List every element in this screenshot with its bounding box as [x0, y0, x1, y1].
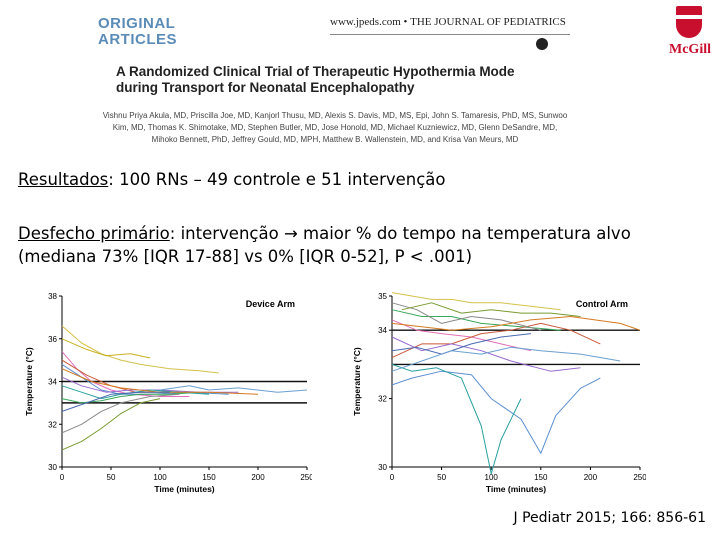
- series-line-c8: [391, 363, 522, 475]
- outcome-label: Desfecho primário: [18, 224, 170, 243]
- series-line-p11: [61, 368, 259, 395]
- x-tick-label: 150: [534, 473, 548, 482]
- arrow-right-icon: →: [283, 224, 298, 243]
- results-label: Resultados: [18, 170, 109, 189]
- primary-outcome: Desfecho primário: intervenção → maior %…: [18, 222, 708, 268]
- paper-title: A Randomized Clinical Trial of Therapeut…: [116, 64, 515, 95]
- series-line-c7: [391, 336, 581, 372]
- citation: J Pediatr 2015; 166: 856-61: [513, 510, 706, 526]
- device-arm-chart: 0 50 100 150 200 250 30 32 34 36 38 Device Arm Time …: [22, 284, 312, 500]
- y-tick-label: 32: [48, 420, 57, 429]
- x-tick-label: 100: [153, 473, 167, 482]
- y-tick-label: 36: [48, 335, 57, 344]
- x-tick-label: 200: [251, 473, 265, 482]
- series-line-c6: [391, 302, 541, 331]
- y-tick-label: 34: [378, 326, 387, 335]
- x-axis-label: Time (minutes): [154, 484, 214, 494]
- x-tick-label: 50: [437, 473, 446, 482]
- journal-header: ORIGINAL ARTICLES www.jpeds.com • THE JO…: [96, 12, 576, 162]
- outcome-text-a: : intervenção: [169, 224, 284, 243]
- x-tick-label: 50: [107, 473, 116, 482]
- y-tick-label: 30: [378, 463, 387, 472]
- masthead-divider: [330, 34, 570, 35]
- y-tick-label: 35: [378, 292, 387, 301]
- x-tick-label: 0: [60, 473, 65, 482]
- series-line-c4: [391, 309, 561, 331]
- y-tick-label: 38: [48, 292, 57, 301]
- y-tick-label: 32: [378, 395, 387, 404]
- journal-name: THE JOURNAL OF PEDIATRICS: [410, 16, 566, 28]
- device-arm-plot: 0 50 100 150 200 250 30 32 34 36 38 Device Arm Time …: [24, 292, 312, 494]
- section-label: ORIGINAL ARTICLES: [98, 16, 177, 48]
- x-tick-label: 250: [633, 473, 646, 482]
- series-line-c12: [391, 346, 621, 372]
- journal-website: www.jpeds.com: [330, 16, 401, 28]
- series-line-c1: [391, 292, 561, 311]
- section-label-line2: ARTICLES: [98, 31, 177, 48]
- mcgill-shield-icon: [676, 6, 702, 38]
- journal-emblem-icon: [536, 38, 548, 50]
- x-tick-label: 150: [202, 473, 216, 482]
- series-line-c9: [391, 316, 641, 331]
- series-line-p8: [61, 338, 151, 359]
- series-line-p1: [61, 325, 219, 374]
- chart-title: Device Arm: [246, 299, 295, 309]
- mcgill-logo: McGill: [664, 6, 716, 66]
- y-axis-label: Temperature (°C): [24, 347, 34, 416]
- section-label-line1: ORIGINAL: [98, 15, 176, 32]
- journal-masthead: www.jpeds.com • THE JOURNAL OF PEDIATRIC…: [330, 16, 566, 28]
- series-line-p12: [61, 391, 170, 412]
- y-tick-label: 30: [48, 463, 57, 472]
- x-tick-label: 100: [485, 473, 499, 482]
- control-arm-chart: 0 50 100 150 200 250 30 32 34 35 Control Arm Time (…: [350, 284, 646, 500]
- series-line-c2: [391, 319, 532, 352]
- author-list: Vishnu Priya Akula, MD, Priscilla Joe, M…: [102, 111, 568, 144]
- series-line-p6: [61, 393, 180, 434]
- chart-title: Control Arm: [576, 299, 628, 309]
- series-line-c11: [401, 302, 581, 317]
- results-summary: Resultados: 100 RNs – 49 controle e 51 i…: [18, 168, 446, 191]
- x-tick-label: 250: [300, 473, 312, 482]
- masthead-separator: •: [403, 16, 408, 28]
- outcome-text-b: maior % do tempo na temperatura alvo (me…: [18, 224, 631, 266]
- series-line-c5: [391, 322, 601, 359]
- results-text: : 100 RNs – 49 controle e 51 intervenção: [108, 170, 446, 189]
- series-line-p13: [159, 385, 308, 393]
- y-axis-label: Temperature (°C): [352, 347, 362, 416]
- x-tick-label: 0: [390, 473, 395, 482]
- y-tick-label: 34: [48, 378, 57, 387]
- mcgill-wordmark: McGill: [669, 42, 711, 57]
- series-line-c10: [391, 333, 531, 355]
- series-line-c3: [391, 370, 601, 454]
- control-arm-plot: 0 50 100 150 200 250 30 32 34 35 Control Arm Time (…: [352, 292, 646, 494]
- series-line-p4: [61, 391, 200, 404]
- series-line-p10: [61, 398, 161, 451]
- x-tick-label: 200: [584, 473, 598, 482]
- x-axis-label: Time (minutes): [486, 484, 546, 494]
